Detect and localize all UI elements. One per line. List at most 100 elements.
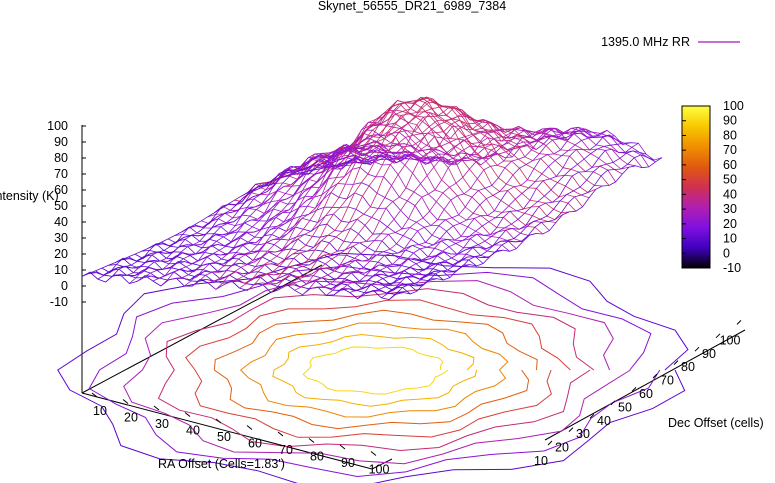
z-tick-label: 40 <box>54 215 68 229</box>
x-tick-mark <box>339 444 346 450</box>
x-axis-label: RA Offset (Cells=1.83') <box>158 457 285 471</box>
mesh-line <box>325 126 592 296</box>
contour-line <box>239 322 509 418</box>
x-tick-mark <box>246 425 253 430</box>
z-tick-label: 30 <box>54 231 68 245</box>
mesh-line <box>318 127 584 290</box>
x-tick-label: 20 <box>124 411 138 425</box>
colorbar-tick-label: 80 <box>723 128 737 142</box>
mesh-line <box>278 115 545 291</box>
mesh-line <box>260 96 577 212</box>
x-tick-label: 40 <box>186 424 200 438</box>
x-tick-mark <box>184 412 191 417</box>
mesh-line <box>121 154 387 277</box>
y-tick-mark <box>715 333 721 339</box>
y-axis-label: Dec Offset (cells) <box>668 416 764 430</box>
y-tick-label: 100 <box>720 333 741 347</box>
chart-title: Skynet_56555_DR21_6989_7384 <box>318 0 506 13</box>
y-tick-label: 80 <box>681 360 695 374</box>
y-tick-mark <box>673 360 679 365</box>
z-axis-label: Intensity (K) <box>0 189 59 203</box>
x-tick-label: 100 <box>369 463 390 477</box>
mesh-line <box>286 119 552 288</box>
y-tick-label: 60 <box>639 387 653 401</box>
y-tick-label: 50 <box>618 400 632 414</box>
contour-line <box>272 333 478 407</box>
colorbar-tick-label: 0 <box>723 246 730 260</box>
contour-line <box>157 288 595 452</box>
mesh-line <box>365 142 631 294</box>
contour-line <box>57 252 689 483</box>
base-contour-plot <box>57 252 689 483</box>
colorbar-tick-label: 10 <box>723 232 737 246</box>
mesh-line <box>247 96 513 291</box>
x-tick-mark <box>370 451 377 456</box>
colorbar-tick-label: 50 <box>723 173 737 187</box>
y-tick-label: 90 <box>702 347 716 361</box>
mesh-line <box>136 150 403 282</box>
z-tick-label: 70 <box>54 167 68 181</box>
colorbar-tick-label: 100 <box>723 99 744 113</box>
colorbar-tick-label: 30 <box>723 202 737 216</box>
colorbar-tick-label: 90 <box>723 114 737 128</box>
x-axis-end <box>371 458 393 470</box>
colorbar-tick-label: 40 <box>723 187 737 201</box>
y-tick-mark <box>736 320 742 325</box>
x-tick-label: 80 <box>310 450 324 464</box>
mesh-line <box>333 128 600 296</box>
y-tick-mark <box>610 400 616 406</box>
mesh-line <box>310 128 576 289</box>
mesh-line <box>152 147 418 282</box>
colorbar-tick-label: 70 <box>723 143 737 157</box>
y-tick-mark <box>631 387 637 392</box>
mesh-line <box>184 137 450 287</box>
mesh-line <box>388 154 655 300</box>
colorbar-gradient <box>681 105 711 269</box>
mesh-line <box>270 106 537 293</box>
axes-group <box>81 125 746 470</box>
mesh-line <box>207 123 474 284</box>
y-tick-label: 40 <box>597 414 611 428</box>
mesh-line <box>341 130 608 292</box>
mesh-line <box>200 129 466 282</box>
x-tick-mark <box>153 405 160 411</box>
x-tick-mark <box>277 431 284 437</box>
mesh-line <box>239 99 505 289</box>
mesh-line <box>381 150 647 299</box>
mesh-line <box>144 144 411 280</box>
x-tick-label: 70 <box>279 443 293 457</box>
mesh-line <box>160 143 427 287</box>
mesh-line <box>192 134 458 287</box>
y-tick-label: 20 <box>555 441 569 455</box>
mesh-line <box>81 162 348 277</box>
mesh-line <box>349 135 615 293</box>
mesh-line <box>263 101 529 286</box>
z-tick-label: 90 <box>54 135 68 149</box>
colorbar-tick-label: 60 <box>723 158 737 172</box>
mesh-line <box>168 143 434 281</box>
mesh-line <box>161 223 477 267</box>
y-tick-mark <box>694 346 700 352</box>
z-tick-label: 20 <box>54 247 68 261</box>
y-tick-label: 70 <box>660 374 674 388</box>
contour-line <box>123 280 631 465</box>
contour-line <box>213 309 538 430</box>
mesh-line <box>255 96 521 285</box>
mesh-line <box>113 156 379 276</box>
mesh-line <box>176 140 442 281</box>
contour-line <box>185 299 571 438</box>
x-tick-label: 60 <box>248 437 262 451</box>
z-tick-label: 0 <box>61 279 68 293</box>
legend-label: 1395.0 MHz RR <box>601 35 690 49</box>
mesh-line <box>373 142 639 294</box>
z-tick-label: 100 <box>47 119 68 133</box>
x-tick-mark <box>91 392 98 398</box>
y-tick-label: 10 <box>534 454 548 468</box>
x-tick-label: 50 <box>217 430 231 444</box>
x-axis-line <box>81 392 373 470</box>
legend: 1395.0 MHz RR <box>601 35 740 49</box>
y-tick-mark <box>547 440 553 446</box>
x-tick-label: 30 <box>155 417 169 431</box>
